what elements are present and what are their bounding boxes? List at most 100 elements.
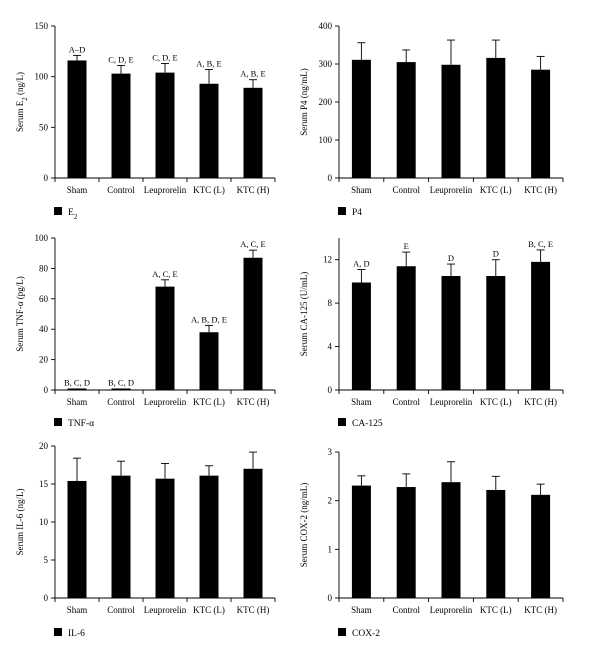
category-label: Leuprorelin (144, 185, 187, 195)
bar-2 (396, 487, 416, 598)
bar-3 (155, 72, 175, 178)
y-tick-label: 150 (35, 21, 49, 31)
bar-1 (351, 59, 371, 178)
y-tick-label: 0 (44, 173, 49, 183)
significance-label: D (448, 253, 454, 263)
significance-label: A–D (69, 44, 86, 54)
bar-3 (441, 276, 461, 390)
y-tick-label: 50 (39, 122, 49, 132)
bar-1 (67, 60, 87, 178)
legend-text: E (68, 208, 74, 218)
y-axis-label-text: Serum COX-2 (ng/mL) (299, 483, 309, 568)
y-axis-label: Serum COX-2 (ng/mL) (299, 483, 309, 568)
bar-5 (531, 494, 551, 598)
category-label: KTC (L) (193, 397, 225, 407)
category-label: KTC (L) (480, 185, 512, 195)
legend-label: E2 (68, 208, 78, 221)
y-tick-label: 10 (39, 517, 49, 527)
bar-4 (486, 57, 506, 178)
y-axis-label-text: Serum TNF-α (pg/L) (15, 276, 25, 352)
bar-3 (155, 286, 175, 390)
chart-panel-5: 0 5 10 15 20 Serum IL-6 (ng/L) Sham Control Leup… (15, 441, 276, 639)
category-label: Leuprorelin (430, 397, 473, 407)
significance-label: A, B, E (240, 69, 266, 79)
bar-4 (199, 332, 219, 390)
y-axis-label-text: Serum P4 (ng/mL) (299, 68, 309, 136)
significance-label: C, D, E (152, 52, 178, 62)
significance-label: B, C, E (528, 239, 553, 249)
category-label: KTC (L) (193, 605, 225, 615)
bar-3 (441, 64, 461, 178)
bar-1 (67, 388, 87, 390)
y-tick-label: 15 (39, 479, 49, 489)
significance-label: A, D (353, 258, 370, 268)
legend-text: TNF-α (68, 419, 94, 429)
legend-subscript: 2 (74, 213, 78, 221)
y-axis-label-text: Serum E (15, 100, 25, 132)
legend-label: COX-2 (352, 629, 380, 639)
significance-label: D (493, 249, 499, 259)
significance-label: A, C, E (152, 269, 178, 279)
category-label: Sham (67, 397, 88, 407)
y-tick-label: 300 (319, 59, 333, 69)
y-tick-label: 100 (35, 233, 49, 243)
y-tick-label: 40 (39, 324, 49, 334)
category-label: KTC (H) (524, 185, 557, 195)
category-label: Leuprorelin (144, 397, 187, 407)
legend-text: CA-125 (352, 419, 383, 429)
bar-2 (396, 266, 416, 390)
y-tick-label: 0 (328, 593, 333, 603)
bar-5 (243, 87, 263, 178)
bar-4 (199, 83, 219, 178)
legend-swatch (54, 418, 62, 426)
significance-label: A, B, D, E (191, 314, 227, 324)
bar-1 (351, 282, 371, 390)
y-tick-label: 100 (35, 72, 49, 82)
category-label: Control (392, 185, 420, 195)
legend-text: IL-6 (68, 629, 85, 639)
y-axis-label: Serum E2 (ng/L) (15, 72, 29, 132)
y-tick-label: 100 (319, 135, 333, 145)
legend-label: CA-125 (352, 419, 383, 429)
bar-3 (155, 478, 175, 598)
significance-label: E (404, 241, 409, 251)
legend-label: TNF-α (68, 419, 94, 429)
y-tick-label: 5 (44, 555, 49, 565)
y-tick-label: 2 (328, 496, 333, 506)
y-tick-label: 0 (44, 385, 49, 395)
category-label: KTC (H) (237, 397, 270, 407)
category-label: KTC (L) (480, 605, 512, 615)
significance-label: A, C, E (240, 239, 266, 249)
y-tick-label: 12 (323, 255, 332, 265)
category-label: KTC (H) (524, 397, 557, 407)
y-tick-label: 0 (328, 385, 333, 395)
y-axis-label: Serum P4 (ng/mL) (299, 68, 309, 136)
y-tick-label: 4 (328, 342, 333, 352)
category-label: KTC (L) (480, 397, 512, 407)
y-axis-label: Serum IL-6 (ng/L) (15, 489, 25, 556)
category-label: KTC (H) (237, 185, 270, 195)
category-label: Control (107, 605, 135, 615)
y-tick-label: 8 (328, 298, 333, 308)
category-label: KTC (L) (193, 185, 225, 195)
significance-label: B, C, D (108, 377, 134, 387)
legend-swatch (54, 207, 62, 215)
bar-4 (486, 489, 506, 598)
y-tick-label: 20 (39, 355, 49, 365)
significance-label: B, C, D (64, 377, 90, 387)
bar-2 (396, 62, 416, 178)
y-tick-label: 0 (328, 173, 333, 183)
category-label: Control (392, 397, 420, 407)
legend-swatch (54, 628, 62, 636)
y-tick-label: 1 (328, 544, 333, 554)
y-axis-label-text: Serum CA-125 (U/mL) (299, 272, 309, 357)
legend-label: IL-6 (68, 629, 85, 639)
y-axis-label: Serum TNF-α (pg/L) (15, 276, 25, 352)
bar-3 (441, 482, 461, 598)
bar-5 (531, 261, 551, 390)
category-label: Leuprorelin (144, 605, 187, 615)
y-tick-label: 200 (319, 97, 333, 107)
chart-panel-2: 0 100 200 300 400 Serum P4 (ng/mL) Sham Control… (299, 21, 564, 218)
category-label: KTC (H) (524, 605, 557, 615)
